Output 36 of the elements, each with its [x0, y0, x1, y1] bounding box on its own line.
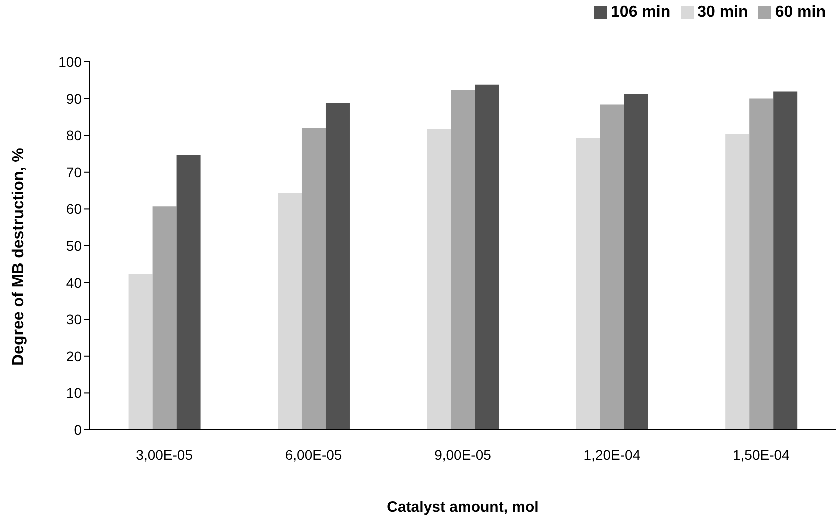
- y-axis-title: Degree of MB destruction, %: [10, 148, 28, 366]
- legend-label: 30 min: [698, 4, 748, 21]
- bar: [750, 98, 774, 430]
- y-tick-label: 100: [58, 54, 82, 70]
- bar: [302, 128, 326, 430]
- y-tick-label: 30: [66, 312, 82, 328]
- legend-label: 106 min: [611, 4, 671, 21]
- y-tick-label: 70: [66, 164, 82, 180]
- y-tick-label: 60: [66, 201, 82, 218]
- y-tick-label: 0: [74, 422, 82, 438]
- y-tick-label: 80: [66, 128, 82, 144]
- y-tick-label: 90: [66, 90, 82, 107]
- bar: [128, 274, 153, 430]
- x-tick-label: 1,50E-04: [732, 446, 790, 463]
- x-tick-label: 1,20E-04: [584, 446, 641, 463]
- bar: [774, 92, 798, 430]
- x-tick-label: 9,00E-05: [434, 446, 492, 463]
- y-tick-label: 10: [66, 385, 82, 402]
- y-tick-label: 50: [66, 238, 82, 254]
- bar: [278, 193, 302, 430]
- bar: [326, 103, 350, 430]
- x-tick-label: 3,00E-05: [136, 446, 194, 463]
- bar: [624, 94, 648, 430]
- bar: [600, 104, 624, 430]
- bar: [152, 206, 177, 430]
- bar: [726, 134, 750, 430]
- y-tick-label: 40: [66, 274, 82, 291]
- bar: [475, 84, 500, 430]
- x-tick-label: 6,00E-05: [285, 446, 342, 463]
- bar: [451, 90, 476, 430]
- bar: [576, 138, 600, 430]
- bar: [427, 129, 452, 430]
- y-tick-label: 20: [66, 348, 82, 364]
- bar: [176, 155, 201, 430]
- x-axis-title: Catalyst amount, mol: [387, 499, 539, 516]
- legend-label: 60 min: [775, 4, 826, 21]
